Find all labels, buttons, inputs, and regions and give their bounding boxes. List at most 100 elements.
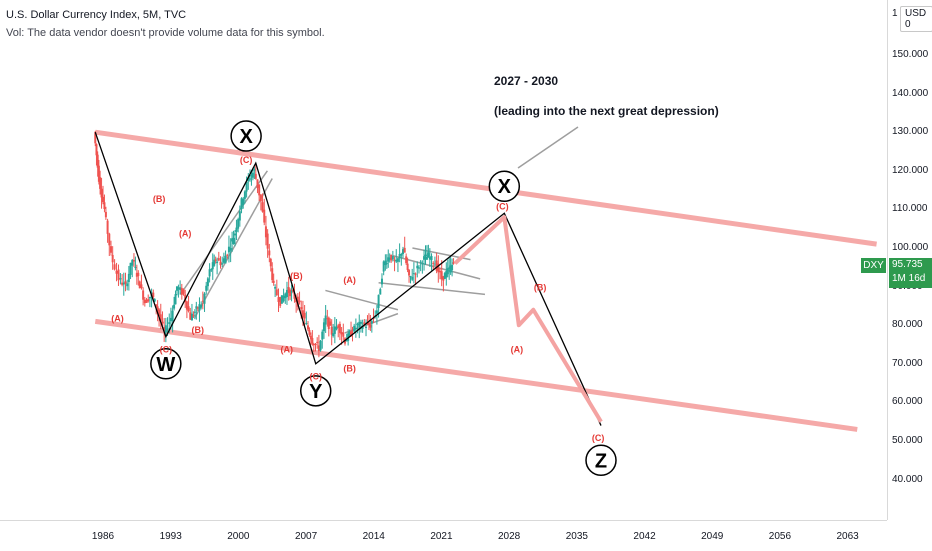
time-tick-label: 2028 [498, 531, 521, 542]
price-bar-body [292, 289, 295, 292]
time-tick-label: 2014 [362, 531, 385, 542]
price-bar-body [124, 281, 127, 284]
price-bar-body [137, 272, 140, 277]
wave-label-circle [585, 444, 617, 477]
price-bar-body [97, 165, 100, 182]
price-bar-body [175, 286, 178, 291]
projection-path-line [453, 215, 603, 423]
price-bar-body [348, 331, 351, 336]
wave-label-minor: (B) [290, 271, 303, 281]
price-bar-body [216, 261, 219, 264]
price-bar-body [94, 132, 97, 144]
price-bar-body [115, 270, 118, 274]
price-bar-body [238, 211, 241, 221]
price-bar-body [289, 289, 292, 297]
price-tick-label: 140.000 [892, 87, 929, 99]
wave-label-major: Z [595, 450, 607, 472]
price-bar-body [158, 309, 161, 317]
price-bar-body [377, 294, 380, 308]
price-bar-body [445, 271, 448, 278]
price-bar-body [384, 260, 387, 266]
price-bar-body [147, 299, 150, 302]
price-bar-body [164, 325, 167, 333]
price-bar-body [173, 304, 176, 309]
price-bar-body [398, 254, 401, 259]
price-bar-body [140, 284, 143, 288]
price-bar-body [111, 254, 114, 263]
price-bar-body [452, 262, 455, 264]
price-bar-body [166, 328, 169, 330]
price-bar-body [226, 254, 229, 256]
currency-button[interactable]: USD 0 [900, 6, 932, 32]
price-bar-body [231, 238, 234, 242]
price-bar-body [117, 269, 120, 281]
wave-label-minor: (A) [111, 313, 124, 323]
price-bar-body [307, 325, 310, 330]
price-bar-body [159, 314, 162, 322]
wave-label-minor: (A) [343, 275, 356, 285]
price-bar-body [177, 287, 180, 290]
wave-path-line [94, 131, 602, 426]
price-bar-body [256, 179, 259, 188]
channel-lower-line [94, 318, 858, 432]
price-bar-body [403, 247, 406, 253]
price-bar-body [100, 188, 103, 198]
annotation-note: (leading into the next great depression) [494, 104, 719, 118]
price-bar-body [119, 278, 122, 280]
price-bar-body [326, 318, 329, 320]
price-bar-body [347, 333, 350, 341]
price-bar-body [363, 322, 366, 325]
price-bar-body [428, 257, 431, 260]
time-tick-label: 2063 [836, 531, 859, 542]
chart-canvas[interactable]: X W Y X Z (A) (B) (C) (A) (B) (C) (A) (B) (C) (A) (B) (C… [0, 0, 887, 520]
price-bar-body [152, 292, 155, 298]
price-bar-body [416, 265, 419, 269]
price-bar-body [449, 265, 452, 273]
price-bar-body [272, 280, 275, 283]
price-tick-label: 40.000 [892, 473, 923, 485]
price-bar-body [305, 322, 308, 324]
wave-label-minor: (C) [240, 155, 253, 165]
chart-area[interactable]: X W Y X Z (A) (B) (C) (A) (B) (C) (A) (B) (C) (A) (B) (C… [0, 0, 887, 520]
price-bar-body [443, 273, 446, 279]
price-bar-body [200, 305, 203, 308]
time-axis[interactable]: 1986 1993 2000 2007 2014 2021 2028 2035 2042 2049… [0, 520, 887, 551]
price-bar-body [350, 331, 353, 337]
price-bar-body [290, 291, 293, 293]
wave-label-minor: (B) [343, 364, 356, 374]
price-bar-body [367, 322, 370, 326]
price-bar-body [300, 307, 303, 310]
annotation-pointer [517, 126, 579, 169]
wave-label-minor: (B) [534, 283, 547, 293]
price-bar-body [425, 256, 428, 260]
price-axis[interactable]: 1 USD 0 150.000 140.000 130.000 120.000 110.… [887, 0, 932, 520]
wave-label-major: X [498, 176, 512, 198]
price-bar-body [391, 256, 394, 260]
triangle-line [378, 281, 486, 296]
triangle-line [325, 289, 399, 311]
price-bar-body [411, 276, 414, 280]
time-tick-label: 2007 [294, 531, 318, 542]
price-bar-body [268, 250, 271, 256]
price-bar-body [382, 261, 385, 272]
price-bar-body [375, 310, 378, 314]
price-bar-body [282, 295, 285, 302]
price-bar-body [148, 296, 151, 299]
price-bar-body [96, 154, 99, 168]
price-tick-label: 100.000 [892, 242, 929, 253]
price-bar-body [442, 276, 445, 281]
price-bar-body [406, 263, 409, 270]
price-bar-body [393, 259, 396, 261]
bar-countdown: 1M 16d [892, 273, 926, 284]
wave-path [94, 131, 602, 426]
price-bar-body [311, 338, 314, 344]
price-bar-body [448, 267, 451, 269]
price-bar-body [251, 172, 254, 178]
price-bar-body [327, 317, 330, 330]
price-bar-body [345, 340, 348, 342]
last-price-label: 95.735 1M 16d [889, 258, 932, 288]
wave-label-minor: (B) [192, 325, 205, 335]
price-bar-body [319, 340, 322, 351]
price-bar-body [279, 296, 282, 306]
price-bar-body [169, 317, 172, 322]
